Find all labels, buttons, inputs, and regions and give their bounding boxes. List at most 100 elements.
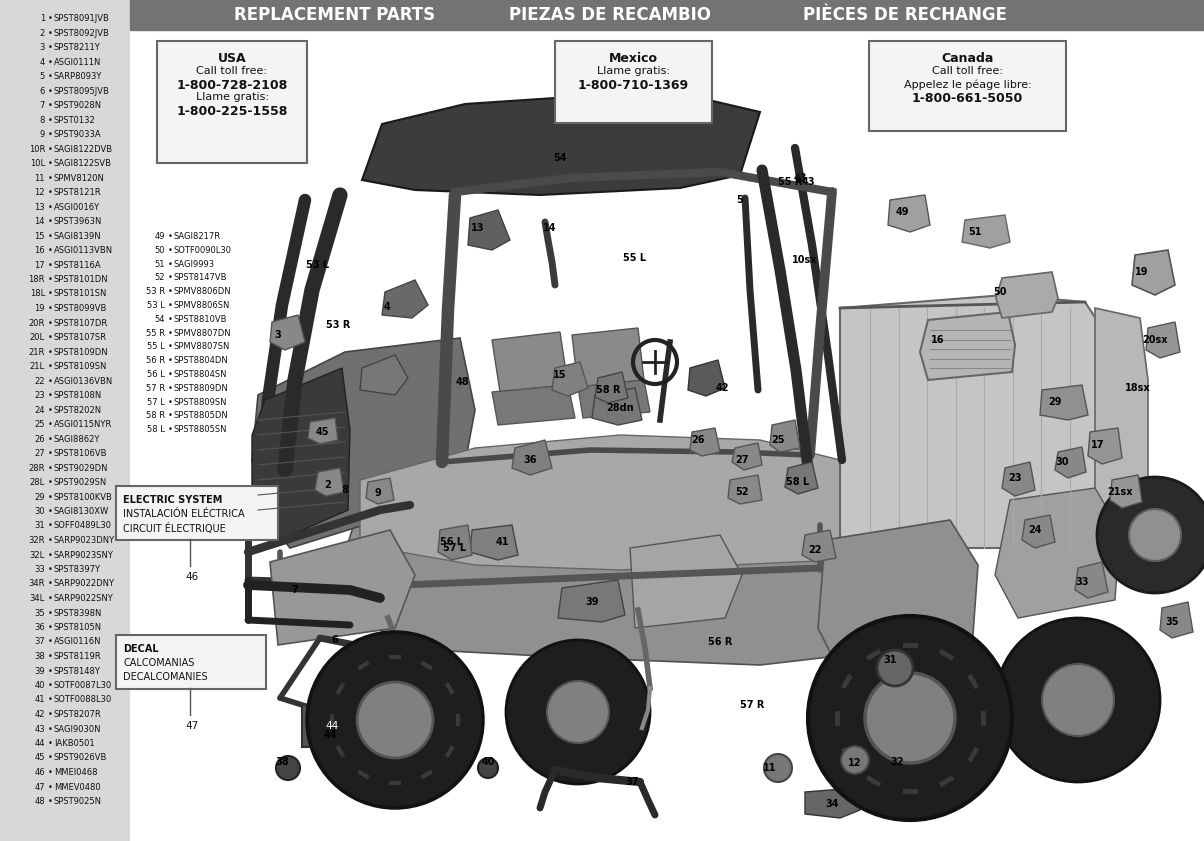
Polygon shape: [270, 530, 415, 645]
Polygon shape: [492, 385, 576, 425]
Text: SPMV8806SN: SPMV8806SN: [175, 301, 230, 310]
Text: 26: 26: [691, 435, 704, 445]
Text: 1-800-661-5050: 1-800-661-5050: [911, 92, 1023, 105]
Text: •: •: [48, 739, 53, 748]
Text: •: •: [48, 667, 53, 675]
Text: SPST8805SN: SPST8805SN: [175, 426, 228, 434]
Circle shape: [765, 754, 792, 782]
Text: 32R: 32R: [29, 536, 45, 545]
Text: 10R: 10R: [29, 145, 45, 154]
Text: 44: 44: [323, 730, 337, 740]
Text: 56 R: 56 R: [708, 637, 732, 647]
Text: 28R: 28R: [29, 463, 45, 473]
Text: SPST8148Y: SPST8148Y: [54, 667, 101, 675]
Polygon shape: [732, 443, 762, 470]
Polygon shape: [690, 428, 720, 456]
Text: 13: 13: [471, 223, 485, 233]
Text: 37: 37: [625, 777, 639, 787]
Text: •: •: [169, 246, 173, 255]
Text: SPST9025N: SPST9025N: [54, 797, 102, 806]
Text: INSTALACIÓN ELÉCTRICA: INSTALACIÓN ELÉCTRICA: [123, 509, 244, 519]
Text: 49: 49: [154, 232, 165, 241]
Polygon shape: [805, 788, 860, 818]
Text: 21L: 21L: [30, 362, 45, 371]
Text: 58 R: 58 R: [596, 385, 620, 395]
Polygon shape: [308, 418, 338, 444]
Text: 22: 22: [808, 545, 822, 555]
Text: SPST8805DN: SPST8805DN: [175, 411, 229, 420]
Text: SPMV8806DN: SPMV8806DN: [175, 287, 231, 296]
Polygon shape: [889, 195, 929, 232]
Bar: [0, 0, 130, 841]
Text: •: •: [48, 130, 53, 139]
Text: 14: 14: [35, 217, 45, 226]
Text: 21sx: 21sx: [1108, 487, 1133, 497]
Text: •: •: [48, 623, 53, 632]
Text: 48: 48: [35, 797, 45, 806]
Text: SARP8093Y: SARP8093Y: [54, 72, 102, 81]
Text: 14: 14: [543, 223, 556, 233]
Text: •: •: [48, 724, 53, 733]
Text: Appelez le péage libre:: Appelez le péage libre:: [904, 79, 1032, 89]
Circle shape: [1041, 664, 1114, 736]
Circle shape: [1097, 477, 1204, 593]
Circle shape: [478, 758, 498, 778]
Text: SPST8398N: SPST8398N: [54, 609, 102, 617]
Text: 1: 1: [40, 14, 45, 23]
Polygon shape: [438, 525, 472, 560]
Text: 20R: 20R: [29, 319, 45, 327]
Text: SPST8397Y: SPST8397Y: [54, 565, 101, 574]
Text: •: •: [169, 329, 173, 337]
Text: 42: 42: [715, 383, 728, 393]
Text: 32L: 32L: [30, 551, 45, 559]
Text: 45: 45: [35, 754, 45, 763]
Text: •: •: [48, 145, 53, 154]
FancyBboxPatch shape: [116, 635, 266, 689]
Text: 15: 15: [554, 370, 567, 380]
Text: SAGI8122DVB: SAGI8122DVB: [54, 145, 113, 154]
Text: 55 L: 55 L: [147, 342, 165, 352]
Text: SPST8207R: SPST8207R: [54, 710, 102, 719]
Text: 8: 8: [40, 115, 45, 124]
Text: 40: 40: [482, 757, 495, 767]
Polygon shape: [270, 315, 305, 350]
FancyBboxPatch shape: [157, 41, 307, 163]
Text: SPST8147VB: SPST8147VB: [175, 273, 228, 283]
Text: •: •: [48, 637, 53, 647]
Text: SPST8119R: SPST8119R: [54, 652, 101, 661]
Polygon shape: [360, 738, 427, 778]
Text: 44: 44: [325, 721, 338, 731]
Text: 17: 17: [1091, 440, 1105, 450]
Text: SAGI9030N: SAGI9030N: [54, 724, 101, 733]
Text: •: •: [169, 426, 173, 434]
Text: 25: 25: [35, 420, 45, 429]
Polygon shape: [1094, 308, 1147, 548]
Text: SPST9033A: SPST9033A: [54, 130, 101, 139]
Text: 28dn: 28dn: [606, 403, 633, 413]
Text: •: •: [48, 652, 53, 661]
Text: •: •: [48, 261, 53, 269]
Text: •: •: [48, 289, 53, 299]
Text: IAKB0501: IAKB0501: [54, 739, 95, 748]
Text: •: •: [169, 232, 173, 241]
Text: SAGI8122SVB: SAGI8122SVB: [54, 159, 112, 168]
Text: •: •: [169, 411, 173, 420]
Text: 49: 49: [896, 207, 909, 217]
Text: 19: 19: [35, 304, 45, 313]
Polygon shape: [382, 280, 427, 318]
Text: SPST8121R: SPST8121R: [54, 188, 101, 197]
Text: 56 L: 56 L: [147, 370, 165, 379]
Text: 10L: 10L: [30, 159, 45, 168]
Text: 50: 50: [993, 287, 1007, 297]
Circle shape: [547, 681, 609, 743]
Text: 54: 54: [554, 153, 567, 163]
Circle shape: [864, 673, 955, 763]
Polygon shape: [818, 520, 978, 672]
Text: SOTF0088L30: SOTF0088L30: [54, 696, 112, 705]
Text: •: •: [48, 782, 53, 791]
Polygon shape: [1159, 602, 1193, 638]
Text: 29: 29: [35, 493, 45, 501]
Text: 12: 12: [849, 758, 862, 768]
Text: 15: 15: [35, 231, 45, 241]
Polygon shape: [557, 580, 625, 622]
